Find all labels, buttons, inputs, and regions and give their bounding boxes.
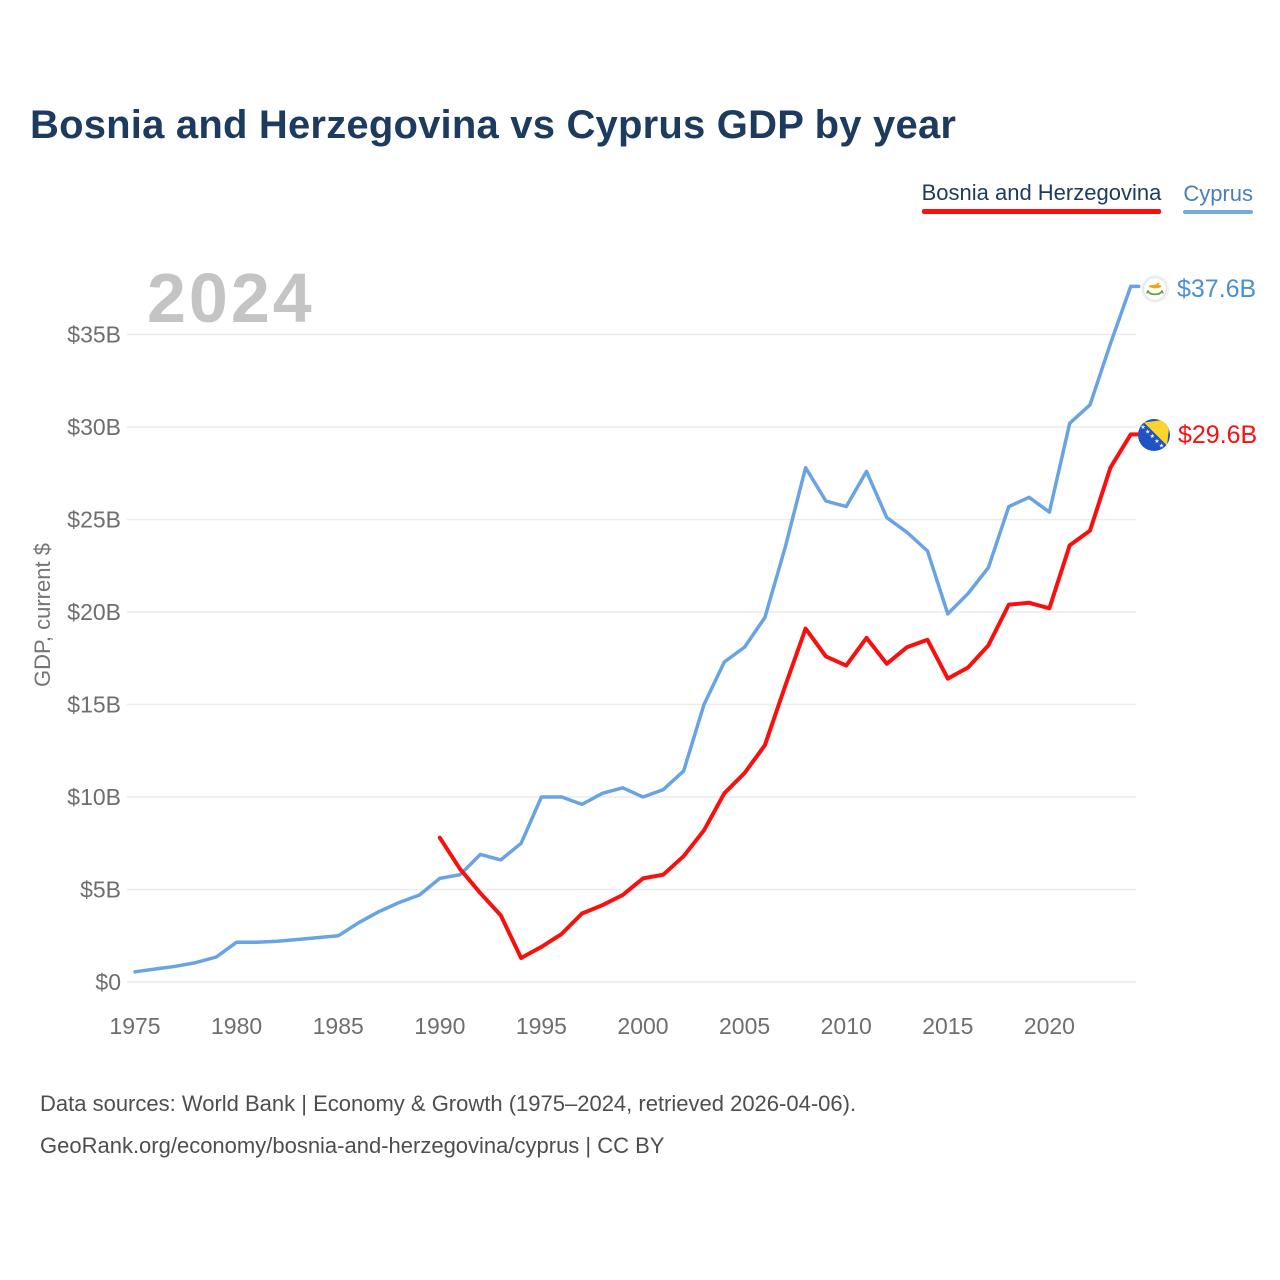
y-tick-label: $30B xyxy=(67,414,121,440)
bosnia-end-label: ★ ★ ★ ★ ★ $29.6B xyxy=(1137,418,1257,452)
y-tick-label: $20B xyxy=(67,599,121,625)
footer-sources: Data sources: World Bank | Economy & Gro… xyxy=(40,1091,857,1116)
bosnia-and-herzegovina-line xyxy=(437,432,1141,960)
y-tick-label: $0 xyxy=(95,969,121,995)
cyprus-end-label: $37.6B xyxy=(1140,274,1256,304)
svg-text:★: ★ xyxy=(1145,429,1150,436)
x-tick-label: 2000 xyxy=(617,1013,668,1039)
svg-text:★: ★ xyxy=(1140,424,1145,431)
page-title: Bosnia and Herzegovina vs Cyprus GDP by … xyxy=(30,103,957,147)
y-tick-label: $5B xyxy=(80,877,121,903)
x-tick-label: 2015 xyxy=(922,1013,973,1039)
legend-label-bosnia: Bosnia and Herzegovina xyxy=(921,180,1162,205)
legend: Bosnia and Herzegovina Cyprus xyxy=(921,180,1253,215)
legend-underline-bosnia xyxy=(921,209,1162,215)
svg-text:★: ★ xyxy=(1154,438,1159,445)
svg-text:★: ★ xyxy=(1159,442,1164,449)
x-tick-label: 2020 xyxy=(1024,1013,1075,1039)
x-tick-label: 1990 xyxy=(414,1013,465,1039)
x-tick-label: 1975 xyxy=(109,1013,160,1039)
cyprus-line xyxy=(133,284,1141,974)
cyprus-end-value: $37.6B xyxy=(1177,274,1257,303)
y-tick-label: $15B xyxy=(67,692,121,718)
x-tick-label: 2005 xyxy=(719,1013,770,1039)
y-tick-label: $35B xyxy=(67,322,121,348)
footer: Data sources: World Bank | Economy & Gro… xyxy=(40,1083,856,1167)
footer-url: GeoRank.org/economy/bosnia-and-herzegovi… xyxy=(40,1133,665,1158)
x-tick-label: 1985 xyxy=(313,1013,364,1039)
bosnia-flag-icon: ★ ★ ★ ★ ★ xyxy=(1138,419,1170,451)
x-tick-label: 2010 xyxy=(821,1013,872,1039)
y-tick-label: $10B xyxy=(67,784,121,810)
cyprus-flag-icon xyxy=(1141,275,1169,303)
legend-item-cyprus[interactable]: Cyprus xyxy=(1183,181,1253,215)
y-tick-label: $25B xyxy=(67,507,121,533)
x-tick-label: 1995 xyxy=(516,1013,567,1039)
legend-label-cyprus: Cyprus xyxy=(1183,181,1253,206)
x-tick-label: 1980 xyxy=(211,1013,262,1039)
legend-underline-cyprus xyxy=(1183,210,1253,215)
legend-item-bosnia[interactable]: Bosnia and Herzegovina xyxy=(921,180,1162,215)
bosnia-end-value: $29.6B xyxy=(1178,420,1258,449)
svg-text:★: ★ xyxy=(1150,433,1155,440)
watermark-year: 2024 xyxy=(147,259,315,337)
